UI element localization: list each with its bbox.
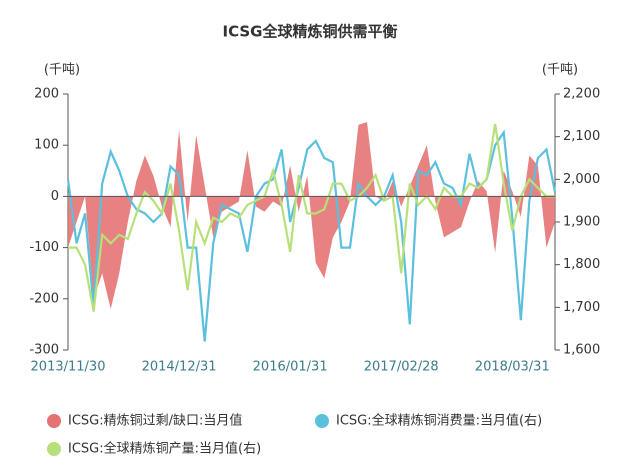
y2-tick-label: 2,100	[563, 129, 600, 144]
x-tick-label: 2013/11/30	[31, 360, 106, 375]
y-tick-label: -300	[29, 343, 59, 358]
chart-title: ICSG全球精炼铜供需平衡	[223, 23, 398, 41]
area	[68, 122, 555, 310]
legend-marker	[47, 414, 61, 428]
legend-marker	[47, 442, 61, 456]
y-axis-label: (千吨)	[44, 63, 80, 78]
y2-tick-label: 1,900	[563, 215, 600, 230]
y2-tick-label: 2,000	[563, 172, 600, 187]
y-tick-label: 200	[34, 87, 59, 102]
legend-label: ICSG:精炼铜过剩/缺口:当月值	[68, 413, 242, 429]
y2-tick-label: 1,800	[563, 257, 600, 272]
y-tick-label: 0	[51, 189, 59, 204]
legend-label: ICSG:全球精炼铜消费量:当月值(右)	[336, 413, 542, 429]
y2-tick-label: 1,600	[563, 343, 600, 358]
x-tick-label: 2018/03/31	[475, 360, 550, 375]
y2-axis-label: (千吨)	[542, 63, 578, 78]
y2-tick-label: 1,700	[563, 300, 600, 315]
y-tick-label: 100	[34, 138, 59, 153]
line	[66, 129, 557, 342]
x-tick-label: 2016/01/31	[253, 360, 328, 375]
legend-label: ICSG:全球精炼铜产量:当月值(右)	[68, 441, 261, 457]
y2-tick-label: 2,200	[563, 87, 600, 102]
x-tick-label: 2017/02/28	[364, 360, 439, 375]
y-tick-label: -200	[29, 291, 59, 306]
x-tick-label: 2014/12/31	[142, 360, 217, 375]
legend-marker	[315, 414, 329, 428]
y-tick-label: -100	[29, 240, 59, 255]
